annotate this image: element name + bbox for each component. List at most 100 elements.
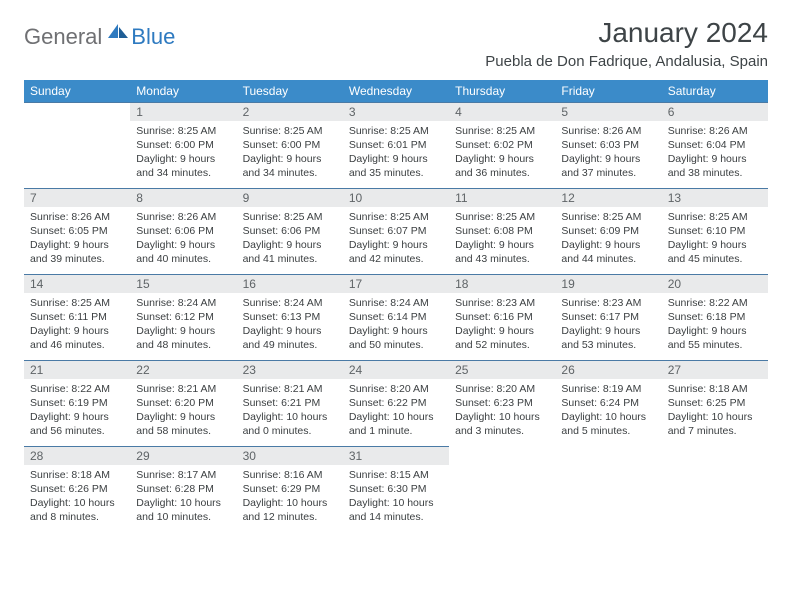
calendar-header-row: SundayMondayTuesdayWednesdayThursdayFrid… [24,80,768,102]
calendar-cell: 26Sunrise: 8:19 AMSunset: 6:24 PMDayligh… [555,360,661,446]
day-number: 29 [130,446,236,465]
calendar-page: General Blue January 2024 Puebla de Don … [0,0,792,612]
day-number: 16 [237,274,343,293]
day-number: 25 [449,360,555,379]
calendar-cell: 2Sunrise: 8:25 AMSunset: 6:00 PMDaylight… [237,102,343,188]
sunrise-line: Sunrise: 8:18 AM [668,382,762,396]
calendar-cell: 31Sunrise: 8:15 AMSunset: 6:30 PMDayligh… [343,446,449,532]
sunrise-line: Sunrise: 8:26 AM [668,124,762,138]
daylight-line: Daylight: 10 hours and 8 minutes. [30,496,124,524]
day-content: Sunrise: 8:24 AMSunset: 6:12 PMDaylight:… [130,293,236,355]
sunset-line: Sunset: 6:29 PM [243,482,337,496]
daylight-line: Daylight: 9 hours and 55 minutes. [668,324,762,352]
day-number: 3 [343,102,449,121]
sunset-line: Sunset: 6:22 PM [349,396,443,410]
daylight-line: Daylight: 10 hours and 5 minutes. [561,410,655,438]
calendar-cell: 27Sunrise: 8:18 AMSunset: 6:25 PMDayligh… [662,360,768,446]
calendar-row: 1Sunrise: 8:25 AMSunset: 6:00 PMDaylight… [24,102,768,188]
day-number: 14 [24,274,130,293]
location-text: Puebla de Don Fadrique, Andalusia, Spain [485,53,768,70]
sunrise-line: Sunrise: 8:24 AM [136,296,230,310]
calendar-cell: 9Sunrise: 8:25 AMSunset: 6:06 PMDaylight… [237,188,343,274]
sunset-line: Sunset: 6:23 PM [455,396,549,410]
day-content: Sunrise: 8:26 AMSunset: 6:03 PMDaylight:… [555,121,661,183]
day-number: 20 [662,274,768,293]
sunrise-line: Sunrise: 8:25 AM [455,210,549,224]
calendar-cell: 5Sunrise: 8:26 AMSunset: 6:03 PMDaylight… [555,102,661,188]
day-content: Sunrise: 8:24 AMSunset: 6:13 PMDaylight:… [237,293,343,355]
sunrise-line: Sunrise: 8:20 AM [349,382,443,396]
calendar-cell [555,446,661,532]
page-title: January 2024 [485,18,768,49]
daylight-line: Daylight: 10 hours and 7 minutes. [668,410,762,438]
calendar-cell: 15Sunrise: 8:24 AMSunset: 6:12 PMDayligh… [130,274,236,360]
sunset-line: Sunset: 6:08 PM [455,224,549,238]
sunset-line: Sunset: 6:19 PM [30,396,124,410]
calendar-cell: 3Sunrise: 8:25 AMSunset: 6:01 PMDaylight… [343,102,449,188]
day-number: 31 [343,446,449,465]
calendar-body: 1Sunrise: 8:25 AMSunset: 6:00 PMDaylight… [24,102,768,532]
day-number: 19 [555,274,661,293]
daylight-line: Daylight: 9 hours and 50 minutes. [349,324,443,352]
day-content: Sunrise: 8:26 AMSunset: 6:06 PMDaylight:… [130,207,236,269]
calendar-cell: 13Sunrise: 8:25 AMSunset: 6:10 PMDayligh… [662,188,768,274]
day-number: 24 [343,360,449,379]
daylight-line: Daylight: 9 hours and 42 minutes. [349,238,443,266]
sunset-line: Sunset: 6:16 PM [455,310,549,324]
day-content: Sunrise: 8:26 AMSunset: 6:04 PMDaylight:… [662,121,768,183]
weekday-header: Monday [130,80,236,102]
calendar-cell: 21Sunrise: 8:22 AMSunset: 6:19 PMDayligh… [24,360,130,446]
daylight-line: Daylight: 9 hours and 48 minutes. [136,324,230,352]
day-number: 8 [130,188,236,207]
daylight-line: Daylight: 9 hours and 35 minutes. [349,152,443,180]
calendar-cell: 8Sunrise: 8:26 AMSunset: 6:06 PMDaylight… [130,188,236,274]
day-number: 23 [237,360,343,379]
calendar-cell: 6Sunrise: 8:26 AMSunset: 6:04 PMDaylight… [662,102,768,188]
sunrise-line: Sunrise: 8:23 AM [455,296,549,310]
daylight-line: Daylight: 10 hours and 1 minute. [349,410,443,438]
day-number: 6 [662,102,768,121]
sunset-line: Sunset: 6:00 PM [243,138,337,152]
daylight-line: Daylight: 9 hours and 43 minutes. [455,238,549,266]
sunrise-line: Sunrise: 8:17 AM [136,468,230,482]
empty-day-bar [24,102,130,124]
day-content: Sunrise: 8:25 AMSunset: 6:10 PMDaylight:… [662,207,768,269]
day-content: Sunrise: 8:22 AMSunset: 6:18 PMDaylight:… [662,293,768,355]
sunset-line: Sunset: 6:24 PM [561,396,655,410]
sunrise-line: Sunrise: 8:21 AM [243,382,337,396]
calendar-cell: 23Sunrise: 8:21 AMSunset: 6:21 PMDayligh… [237,360,343,446]
sunrise-line: Sunrise: 8:26 AM [561,124,655,138]
day-number: 18 [449,274,555,293]
day-number: 15 [130,274,236,293]
day-content: Sunrise: 8:22 AMSunset: 6:19 PMDaylight:… [24,379,130,441]
sunset-line: Sunset: 6:03 PM [561,138,655,152]
day-number: 2 [237,102,343,121]
daylight-line: Daylight: 9 hours and 34 minutes. [243,152,337,180]
daylight-line: Daylight: 10 hours and 14 minutes. [349,496,443,524]
day-number: 11 [449,188,555,207]
sunrise-line: Sunrise: 8:25 AM [455,124,549,138]
sunrise-line: Sunrise: 8:25 AM [668,210,762,224]
day-content: Sunrise: 8:20 AMSunset: 6:23 PMDaylight:… [449,379,555,441]
calendar-cell: 17Sunrise: 8:24 AMSunset: 6:14 PMDayligh… [343,274,449,360]
sunset-line: Sunset: 6:28 PM [136,482,230,496]
calendar-cell: 28Sunrise: 8:18 AMSunset: 6:26 PMDayligh… [24,446,130,532]
sunset-line: Sunset: 6:06 PM [136,224,230,238]
empty-day-bar [555,446,661,450]
sunrise-line: Sunrise: 8:19 AM [561,382,655,396]
sunset-line: Sunset: 6:26 PM [30,482,124,496]
daylight-line: Daylight: 9 hours and 45 minutes. [668,238,762,266]
empty-day-bar [662,446,768,450]
daylight-line: Daylight: 9 hours and 58 minutes. [136,410,230,438]
weekday-header: Thursday [449,80,555,102]
day-content: Sunrise: 8:25 AMSunset: 6:06 PMDaylight:… [237,207,343,269]
sunset-line: Sunset: 6:00 PM [136,138,230,152]
sunset-line: Sunset: 6:14 PM [349,310,443,324]
daylight-line: Daylight: 9 hours and 56 minutes. [30,410,124,438]
day-content: Sunrise: 8:25 AMSunset: 6:11 PMDaylight:… [24,293,130,355]
calendar-cell: 12Sunrise: 8:25 AMSunset: 6:09 PMDayligh… [555,188,661,274]
weekday-header: Saturday [662,80,768,102]
day-number: 21 [24,360,130,379]
daylight-line: Daylight: 10 hours and 3 minutes. [455,410,549,438]
sunset-line: Sunset: 6:05 PM [30,224,124,238]
